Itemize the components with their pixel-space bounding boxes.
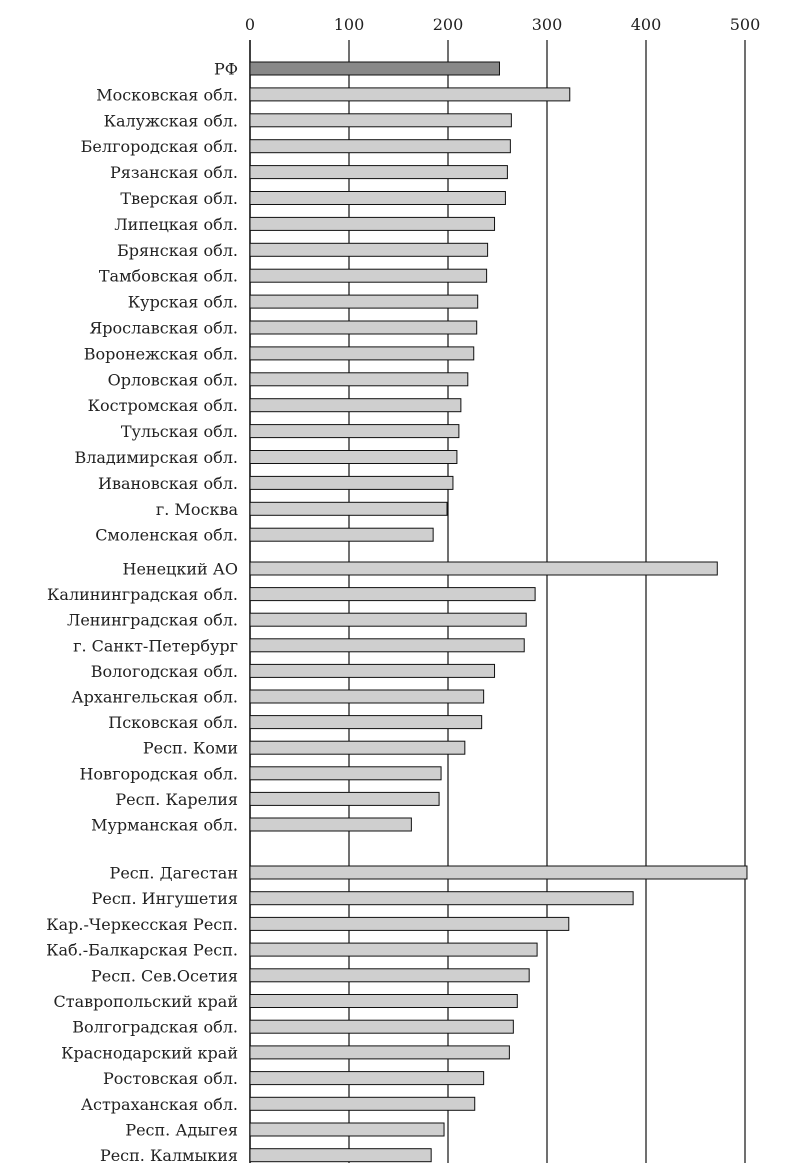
- bar: [249, 216, 496, 231]
- bar: [249, 891, 634, 906]
- bar: [249, 1122, 445, 1137]
- bar: [249, 916, 570, 931]
- bar-layer: [249, 61, 748, 1163]
- category-label: Ненецкий АО: [123, 560, 239, 579]
- category-label: Орловская обл.: [108, 370, 238, 389]
- x-tick-label: 200: [433, 15, 464, 34]
- bar: [249, 1148, 432, 1163]
- category-label: Калининградская обл.: [47, 585, 238, 604]
- category-label: Рязанская обл.: [110, 163, 238, 182]
- category-label: Смоленская обл.: [95, 526, 238, 545]
- category-label: Астраханская обл.: [81, 1095, 238, 1114]
- bar: [249, 475, 454, 490]
- category-label: Псковская обл.: [108, 713, 238, 732]
- bar: [249, 1019, 514, 1034]
- category-label-layer: РФ Московская обл. Калужская обл. Белгородс…: [46, 60, 238, 1166]
- bar: [249, 268, 488, 283]
- category-label: Липецкая обл.: [114, 215, 238, 234]
- bar: [249, 165, 508, 180]
- category-label: Белгородская обл.: [81, 137, 238, 156]
- category-label: Краснодарский край: [61, 1043, 238, 1062]
- category-label: Брянская обл.: [117, 241, 238, 260]
- category-label: Ленинградская обл.: [67, 611, 238, 630]
- category-label: Костромская обл.: [88, 396, 238, 415]
- category-label: Ивановская обл.: [98, 474, 238, 493]
- bar: [249, 994, 518, 1008]
- bar: [249, 968, 530, 983]
- bar: [249, 612, 527, 627]
- category-label: Калужская обл.: [104, 111, 238, 130]
- category-label: Ставропольский край: [53, 992, 238, 1011]
- category-label: Каб.-Балкарская Респ.: [46, 941, 238, 960]
- category-label: РФ: [214, 60, 238, 79]
- bar: [249, 638, 525, 653]
- category-label: Респ. Адыгея: [125, 1121, 238, 1140]
- category-label: Архангельская обл.: [71, 688, 238, 707]
- bar: [249, 61, 500, 76]
- x-tick-label: 500: [730, 15, 761, 34]
- x-tick-label: 400: [631, 15, 662, 34]
- bar: [249, 346, 475, 361]
- category-label: Московская обл.: [96, 85, 238, 104]
- category-label: Тамбовская обл.: [99, 267, 238, 286]
- bar: [249, 715, 483, 730]
- category-label: Новгородская обл.: [79, 764, 238, 783]
- bar: [249, 320, 478, 335]
- category-label: Мурманская обл.: [91, 816, 238, 835]
- bar: [249, 398, 462, 413]
- category-label: Респ. Карелия: [115, 790, 238, 809]
- x-tick-label: 100: [334, 15, 365, 34]
- bar: [249, 766, 442, 781]
- category-label: Ярославская обл.: [89, 319, 238, 338]
- category-label: Тульская обл.: [121, 422, 238, 441]
- bar: [249, 587, 536, 602]
- bar: [249, 689, 485, 704]
- bar: [249, 740, 466, 755]
- category-label: Тверская обл.: [120, 189, 238, 208]
- bar: [249, 191, 506, 205]
- bar: [249, 865, 748, 880]
- bar: [249, 1045, 510, 1060]
- category-label: Респ. Коми: [143, 739, 238, 758]
- bar: [249, 561, 718, 576]
- category-label: Курская обл.: [128, 293, 238, 312]
- category-label: г. Москва: [156, 500, 239, 519]
- category-label: Респ. Дагестан: [110, 864, 238, 883]
- category-label: г. Санкт-Петербург: [73, 636, 238, 655]
- bar: [249, 294, 479, 309]
- x-tick-label: 0: [245, 15, 255, 34]
- category-label: Волгоградская обл.: [72, 1018, 238, 1037]
- bar: [249, 113, 512, 128]
- category-label: Владимирская обл.: [74, 448, 238, 467]
- category-label: Ростовская обл.: [103, 1069, 238, 1088]
- tick-layer: 0 100 200 300 400 500: [245, 15, 760, 34]
- bar: [249, 527, 434, 542]
- bar: [249, 139, 511, 154]
- bar: [249, 942, 538, 957]
- bar: [249, 424, 460, 439]
- category-label: Кар.-Черкесская Респ.: [46, 915, 238, 934]
- bar: [249, 817, 412, 832]
- bar: [249, 791, 440, 806]
- x-tick-label: 300: [532, 15, 563, 34]
- bar: [249, 450, 458, 464]
- category-label: Респ. Ингушетия: [92, 889, 238, 908]
- bar: [249, 1096, 476, 1111]
- bar: [249, 663, 496, 678]
- category-label: Воронежская обл.: [84, 344, 238, 363]
- category-label: Респ. Калмыкия: [100, 1146, 238, 1165]
- bar: [249, 1071, 485, 1086]
- category-label: Респ. Сев.Осетия: [91, 966, 238, 985]
- bar: [249, 501, 448, 516]
- bar: [249, 242, 489, 257]
- category-label: Вологодская обл.: [91, 662, 238, 681]
- bar: [249, 87, 571, 102]
- bar: [249, 372, 469, 387]
